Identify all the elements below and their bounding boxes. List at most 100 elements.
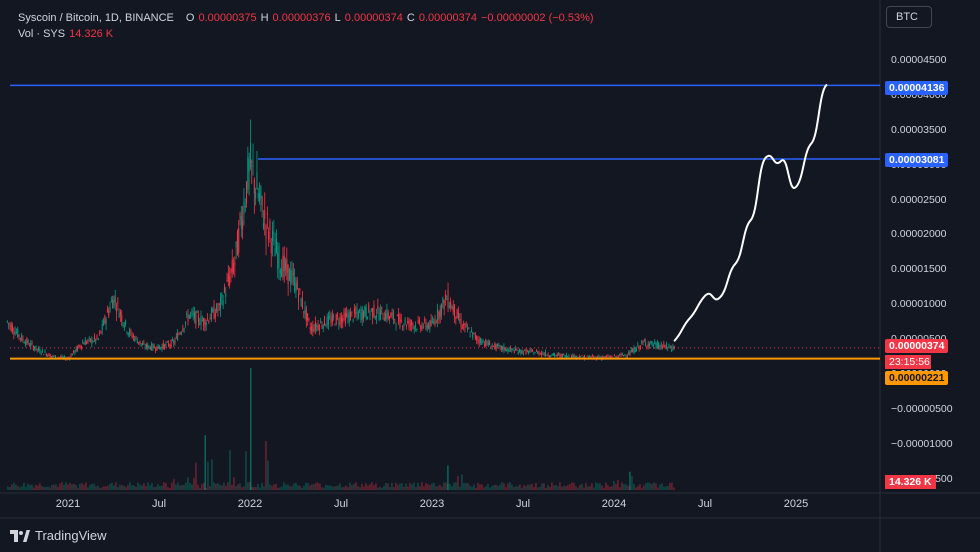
candle-body	[465, 324, 467, 326]
volume-bar	[477, 482, 479, 490]
symbol-title[interactable]: Syscoin / Bitcoin, 1D, BINANCE	[18, 12, 174, 24]
volume-bar	[99, 487, 101, 490]
candle-body	[539, 353, 541, 355]
volume-bar	[391, 482, 393, 490]
volume-bar	[209, 486, 211, 490]
candle-body	[331, 314, 333, 323]
volume-bar	[323, 487, 325, 490]
candle-body	[299, 288, 301, 291]
candle-body	[433, 321, 435, 324]
volume-bar	[497, 486, 499, 490]
volume-bar	[647, 482, 649, 490]
candle-body	[516, 350, 518, 352]
volume-bar	[145, 486, 147, 490]
candle-body	[545, 351, 547, 356]
candle-body	[221, 293, 223, 299]
candle-body	[192, 313, 194, 316]
volume-bar	[501, 482, 503, 490]
volume-bar	[543, 483, 545, 490]
candle-body	[525, 349, 527, 355]
volume-bar	[641, 487, 643, 490]
volume-bar	[479, 484, 481, 490]
volume-bar	[239, 483, 241, 490]
volume-bar	[161, 485, 163, 490]
candle-body	[620, 354, 622, 356]
candle-body	[295, 282, 297, 293]
candle-body	[512, 348, 514, 351]
volume-label[interactable]: Vol · SYS	[18, 28, 66, 40]
volume-bar	[153, 487, 155, 490]
volume-bar	[505, 487, 507, 490]
candle-body	[430, 319, 432, 326]
volume-bar	[471, 486, 473, 490]
volume-bar	[531, 483, 533, 490]
volume-bar	[127, 484, 129, 490]
volume-bar	[223, 482, 225, 490]
tradingview-brand[interactable]: TradingView	[10, 528, 107, 543]
volume-bar	[661, 483, 663, 490]
candle-body	[421, 324, 423, 330]
candle-body	[344, 313, 346, 324]
candle-body	[606, 356, 608, 358]
candle-body	[156, 346, 158, 351]
candle-body	[391, 312, 393, 315]
candle-body	[204, 319, 206, 328]
volume-bar	[259, 487, 261, 490]
volume-bar	[367, 485, 369, 490]
candle-body	[633, 347, 635, 353]
volume-bar	[315, 482, 317, 490]
candle-body	[671, 348, 673, 350]
volume-bar	[121, 485, 123, 490]
volume-bar	[495, 484, 497, 490]
candle-body	[47, 354, 49, 357]
candle-body	[636, 348, 638, 351]
candle-body	[528, 351, 530, 354]
candle-body	[17, 328, 19, 337]
candle-body	[613, 355, 615, 357]
candle-body	[481, 340, 483, 345]
volume-bar	[599, 483, 601, 490]
candle-body	[131, 335, 133, 338]
candle-body	[217, 309, 219, 311]
candle-body	[499, 345, 501, 348]
candle-body	[637, 344, 639, 346]
volume-bar	[305, 482, 307, 490]
volume-bar	[539, 486, 541, 490]
volume-bar	[667, 486, 669, 490]
volume-bar	[511, 484, 513, 490]
volume-bar	[169, 487, 171, 490]
volume-bar	[339, 483, 341, 490]
candle-body	[460, 318, 462, 327]
candle-body	[303, 311, 305, 313]
volume-bar	[37, 485, 39, 490]
volume-bar	[233, 477, 235, 490]
volume-bar	[13, 482, 15, 490]
candle-body	[426, 325, 428, 330]
candle-body	[385, 313, 387, 320]
candle-body	[456, 308, 458, 318]
currency-button[interactable]: BTC	[886, 6, 932, 28]
volume-bar	[475, 487, 477, 490]
volume-bar	[465, 482, 467, 490]
volume-bar	[321, 487, 323, 490]
candle-body	[395, 325, 397, 327]
volume-bar	[333, 486, 335, 490]
candle-body	[403, 325, 405, 327]
candle-body	[138, 342, 140, 344]
candle-body	[253, 179, 255, 194]
candle-body	[243, 201, 245, 215]
candle-body	[39, 348, 41, 353]
volume-bar	[109, 484, 111, 490]
candle-body	[80, 345, 82, 348]
candle-body	[500, 345, 502, 350]
volume-bar	[65, 482, 67, 490]
volume-bar	[649, 483, 651, 490]
candle-body	[535, 350, 537, 352]
candle-body	[125, 319, 127, 325]
candle-body	[21, 334, 23, 341]
candle-body	[99, 332, 101, 334]
volume-bar	[487, 483, 489, 490]
volume-bar	[473, 484, 475, 490]
mid-line-price-badge: 0.00003081	[885, 153, 949, 167]
